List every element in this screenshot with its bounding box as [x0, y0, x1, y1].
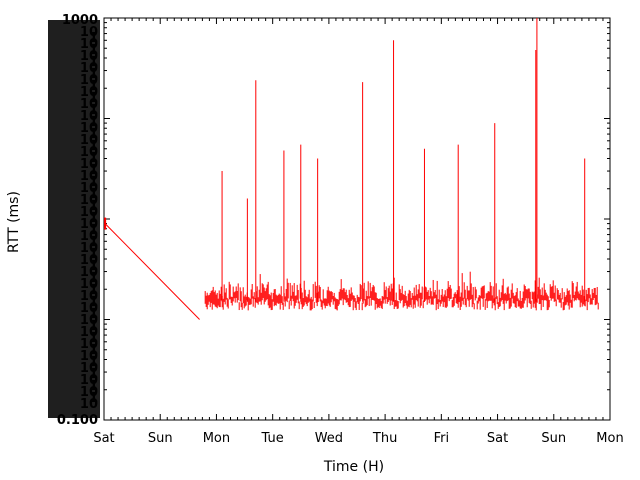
x-tick-label: Thu	[372, 431, 397, 446]
series-rtt	[104, 18, 599, 320]
x-tick-label: Mon	[203, 431, 230, 446]
x-tick-label: Sat	[93, 431, 114, 446]
x-axis-ticks: Sat Sun Mon Tue Wed Thu Fri Sat Sun Mon	[93, 18, 624, 446]
y-label-smear	[48, 20, 100, 418]
y-axis-tick-labels: 10000.1001011011011011011011011011011011…	[48, 13, 100, 428]
x-tick-label: Sat	[487, 431, 508, 446]
x-tick-label: Sun	[541, 431, 566, 446]
x-tick-label: Wed	[315, 431, 343, 446]
x-tick-label: Tue	[261, 431, 284, 446]
x-axis-title: Time (H)	[323, 459, 384, 475]
series-segment	[104, 223, 200, 320]
x-tick-label: Mon	[596, 431, 623, 446]
y-axis-title: RTT (ms)	[6, 191, 22, 253]
x-tick-label: Sun	[148, 431, 173, 446]
x-tick-label: Fri	[434, 431, 450, 446]
